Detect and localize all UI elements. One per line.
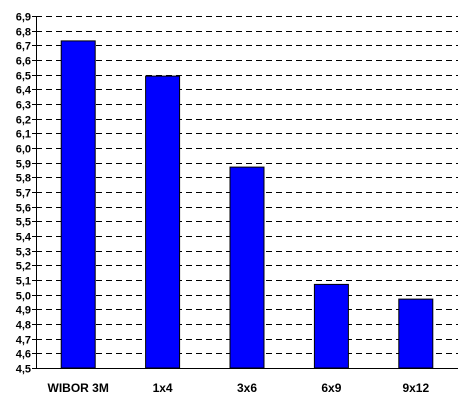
y-tick-label: 4,6 [16,349,31,361]
y-tick-label: 5,8 [16,173,31,185]
x-category-label: 6x9 [321,381,341,395]
y-tick-label: 6,2 [16,115,31,127]
x-category-label: WIBOR 3M [48,381,109,395]
bars [60,40,434,369]
y-tick-label: 4,9 [16,305,31,317]
y-tick-label: 6,5 [16,71,31,83]
y-axis-ticks: 4,5 4,6 4,7 4,8 4,9 5,0 5,1 5,2 5,3 5,4 5,5 5,6 5,7 5… [16,12,36,376]
y-tick-label: 6,1 [16,129,31,141]
y-tick-label: 5,4 [16,232,32,244]
y-tick-label: 5,3 [16,247,31,259]
y-tick-label: 6,7 [16,41,31,53]
bar-wibor-3m [60,40,96,369]
y-tick-label: 5,9 [16,159,31,171]
x-category-label: 3x6 [237,381,257,395]
y-tick-label: 5,0 [16,291,31,303]
y-tick-label: 6,3 [16,100,31,112]
bar-6x9 [313,283,349,369]
bar-3x6 [229,166,265,369]
y-tick-label: 5,1 [16,276,31,288]
y-tick-label: 5,2 [16,261,31,273]
y-tick-label: 6,0 [16,144,31,156]
y-tick-label: 5,7 [16,188,31,200]
y-tick-label: 6,8 [16,27,31,39]
y-tick-label: 4,8 [16,320,31,332]
y-tick-label: 4,5 [16,364,31,376]
y-tick-label: 4,7 [16,335,31,347]
x-axis-labels: WIBOR 3M 1x4 3x6 6x9 9x12 [48,381,430,395]
y-tick-label: 5,6 [16,203,31,215]
bar-9x12 [398,298,434,369]
bar-1x4 [145,75,181,369]
y-tick-label: 6,4 [16,85,32,97]
x-category-label: 9x12 [402,381,429,395]
y-tick-label: 5,5 [16,217,31,229]
x-category-label: 1x4 [153,381,173,395]
y-tick-label: 6,9 [16,12,31,24]
y-tick-label: 6,6 [16,56,31,68]
